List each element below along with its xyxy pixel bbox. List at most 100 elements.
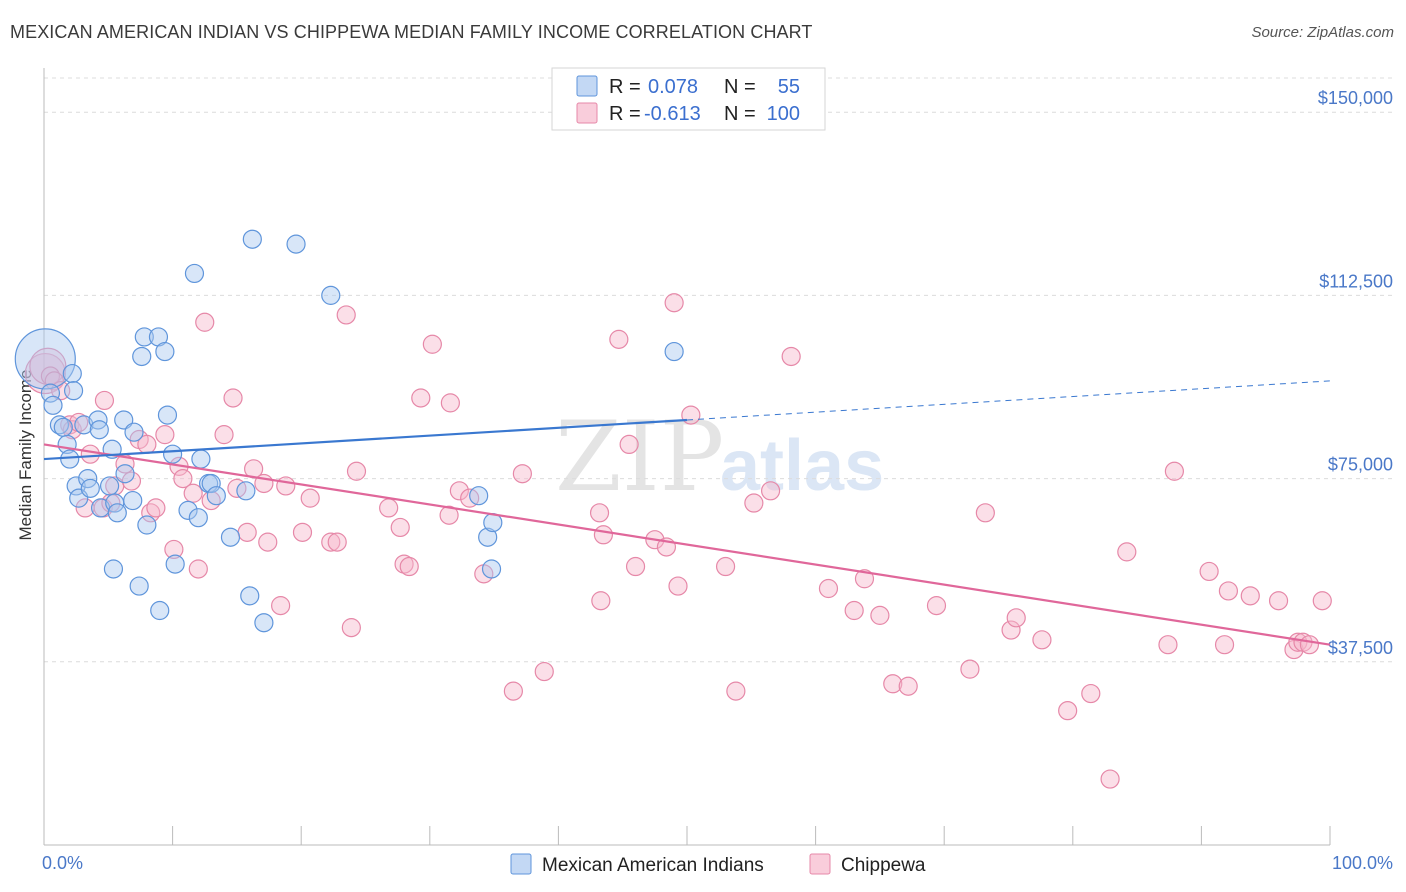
- chippewa-point: [664, 293, 684, 313]
- legend-swatch-blue: [576, 75, 598, 97]
- grid-lines: [44, 77, 1395, 663]
- mexican-american-indian-point: [115, 464, 135, 484]
- mexican-american-indian-point: [236, 481, 256, 501]
- chippewa-point: [214, 425, 234, 445]
- mexican-american-indian-point: [103, 559, 124, 579]
- bottom-legend-swatch-blue: [510, 853, 532, 875]
- chippewa-point: [422, 334, 442, 354]
- chippewa-point: [346, 461, 367, 481]
- chippewa-point: [1100, 769, 1120, 789]
- chippewa-point: [155, 425, 175, 445]
- source-label: Source: ZipAtlas.com: [1251, 24, 1394, 41]
- chippewa-point: [1288, 632, 1308, 652]
- y-tick-label: $37,500: [1328, 638, 1393, 658]
- mexican-american-indian-point: [132, 346, 152, 367]
- watermark-zip: ZIP: [555, 401, 724, 513]
- chippewa-trend-line: [43, 443, 1331, 646]
- chippewa-point: [1032, 630, 1052, 650]
- mexican-american-indian-point: [157, 405, 178, 425]
- chippewa-point: [69, 412, 89, 433]
- watermark-atlas: atlas: [720, 426, 884, 506]
- chippewa-point: [1299, 635, 1320, 655]
- bottom-legend-label-2: Chippewa: [841, 855, 926, 876]
- mexican-american-indian-point: [124, 422, 144, 442]
- chippewa-point: [898, 676, 918, 696]
- chippewa-point: [188, 559, 208, 579]
- legend-r-label-2: R =: [609, 103, 641, 125]
- mexican-american-indian-point: [664, 341, 684, 362]
- mexican-american-indian-point: [63, 381, 84, 401]
- axes: [43, 68, 1331, 846]
- mexican-american-indian-point: [74, 415, 94, 435]
- chippewa-point: [591, 591, 611, 611]
- mexican-american-indian-point: [201, 473, 221, 494]
- mexican-american-indian-point: [321, 285, 341, 305]
- mexican-american-indian-point: [60, 449, 80, 469]
- chippewa-point: [625, 556, 646, 577]
- chippewa-point: [1240, 586, 1260, 606]
- mexican-american-indian-point: [53, 417, 73, 437]
- y-tick-label: $112,500: [1319, 271, 1393, 291]
- chippewa-point: [512, 464, 532, 484]
- chippewa-point: [276, 476, 296, 496]
- x-tick-label-max: 100.0%: [1332, 853, 1393, 873]
- chippewa-point: [1081, 683, 1101, 704]
- chippewa-point: [1199, 561, 1219, 582]
- mexican-american-indian-point: [240, 586, 260, 606]
- chippewa-point: [183, 483, 203, 503]
- legend-r-value-2: -0.613: [644, 103, 701, 125]
- mexican-american-indian-point: [220, 527, 241, 547]
- chippewa-point: [681, 405, 701, 425]
- chippewa-point: [1312, 591, 1332, 611]
- mexican-american-indian-point: [134, 327, 154, 347]
- chippewa-point: [271, 596, 291, 616]
- mexican-american-indian-point: [155, 341, 175, 362]
- chart-title: MEXICAN AMERICAN INDIAN VS CHIPPEWA MEDI…: [10, 22, 813, 42]
- chippewa-point: [390, 517, 410, 538]
- chippewa-point: [1268, 591, 1289, 611]
- mexican-american-indian-point: [481, 559, 502, 579]
- mexican-american-indian-point: [14, 328, 76, 390]
- trend-lines: [43, 380, 1331, 646]
- chippewa-point: [292, 522, 313, 542]
- legend-r-label-1: R =: [609, 76, 641, 98]
- chippewa-point: [760, 481, 781, 501]
- mexican-american-indian-point: [150, 600, 170, 621]
- x-tick-labels: 0.0% 100.0%: [42, 853, 1393, 873]
- chippewa-point: [327, 532, 347, 552]
- mexican-american-indian-point: [188, 508, 208, 528]
- legend-n-label-1: N =: [724, 76, 756, 98]
- mexican-american-indian-point: [123, 490, 143, 511]
- chippewa-point: [439, 505, 459, 525]
- mexican-american-indian-point: [137, 515, 157, 535]
- chippewa-point: [341, 618, 361, 638]
- chippewa-point: [336, 305, 356, 325]
- legend-n-value-2: 100: [767, 103, 800, 125]
- mexican-american-indian-point: [478, 527, 498, 547]
- chippewa-point: [1058, 701, 1078, 721]
- chippewa-point: [440, 393, 460, 413]
- legend-swatch-pink: [576, 102, 598, 124]
- mexican-american-indian-point: [40, 383, 61, 403]
- chippewa-point: [883, 674, 903, 694]
- chippewa-point: [668, 576, 688, 596]
- chippewa-point: [1006, 608, 1026, 628]
- chippewa-point: [854, 569, 875, 589]
- chippewa-point: [300, 488, 320, 508]
- chippewa-point: [146, 498, 166, 518]
- chippewa-point: [589, 503, 610, 523]
- chippewa-point: [870, 605, 890, 625]
- chippewa-point: [94, 390, 115, 411]
- mexican-american-indian-point: [107, 503, 127, 523]
- series-legend: Mexican American Indians Chippewa: [510, 853, 926, 876]
- y-tick-label: $150,000: [1318, 88, 1393, 108]
- bottom-legend-swatch-pink: [809, 853, 831, 875]
- mexican-american-indian-point: [88, 410, 108, 430]
- chippewa-point: [195, 312, 215, 332]
- chippewa-point: [237, 522, 257, 542]
- chippewa-point: [449, 481, 469, 501]
- y-tick-label: $75,000: [1328, 455, 1393, 475]
- chippewa-point: [844, 600, 864, 621]
- y-tick-labels: $37,500 $75,000 $112,500 $150,000: [1318, 88, 1393, 658]
